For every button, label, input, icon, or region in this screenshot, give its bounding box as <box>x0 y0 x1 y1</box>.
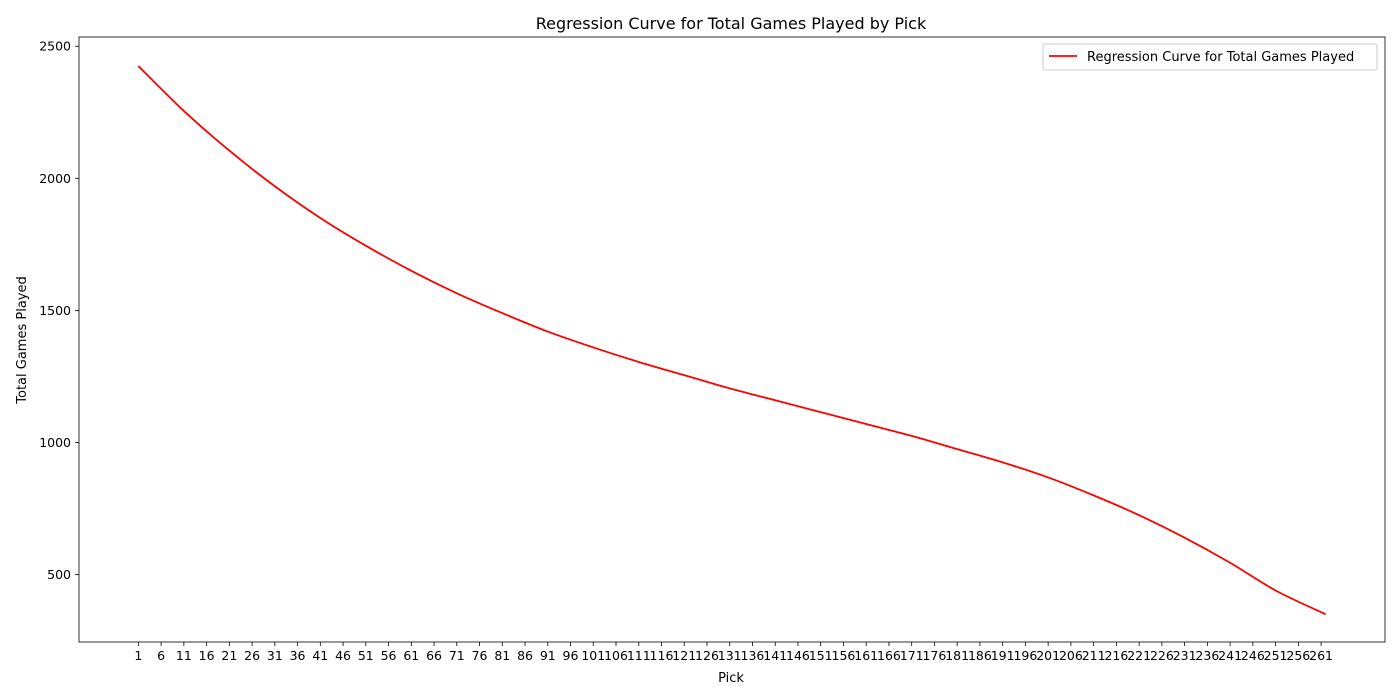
y-tick-label: 2500 <box>39 39 71 54</box>
x-tick-label: 221 <box>1127 648 1151 663</box>
x-tick-label: 116 <box>650 648 674 663</box>
regression-curve-line <box>137 65 1327 616</box>
x-tick-label: 121 <box>672 648 696 663</box>
x-tick-label: 246 <box>1241 648 1265 663</box>
x-tick-label: 231 <box>1173 648 1197 663</box>
x-tick-label: 6 <box>157 648 165 663</box>
y-tick-label: 2000 <box>39 171 71 186</box>
x-tick-label: 181 <box>945 648 969 663</box>
x-tick-label: 156 <box>832 648 856 663</box>
x-tick-label: 91 <box>540 648 556 663</box>
x-tick-label: 71 <box>449 648 465 663</box>
x-tick-label: 131 <box>718 648 742 663</box>
x-tick-label: 161 <box>854 648 878 663</box>
x-tick-label: 241 <box>1218 648 1242 663</box>
x-tick-label: 191 <box>991 648 1015 663</box>
x-tick-label: 146 <box>786 648 810 663</box>
x-tick-label: 106 <box>604 648 628 663</box>
x-tick-label: 126 <box>695 648 719 663</box>
x-tick-label: 226 <box>1150 648 1174 663</box>
x-tick-label: 141 <box>763 648 787 663</box>
x-tick-label: 196 <box>1013 648 1037 663</box>
x-tick-label: 81 <box>494 648 510 663</box>
x-tick-label: 101 <box>581 648 605 663</box>
x-tick-label: 201 <box>1036 648 1060 663</box>
x-tick-label: 216 <box>1104 648 1128 663</box>
x-tick-label: 11 <box>176 648 192 663</box>
x-tick-label: 1 <box>134 648 142 663</box>
x-tick-label: 86 <box>517 648 533 663</box>
x-tick-label: 261 <box>1309 648 1333 663</box>
x-tick-label: 46 <box>335 648 351 663</box>
x-tick-label: 26 <box>244 648 260 663</box>
legend-box <box>1042 43 1378 71</box>
legend-label: Regression Curve for Total Games Played <box>1087 50 1354 65</box>
x-tick-label: 236 <box>1195 648 1219 663</box>
x-tick-label: 211 <box>1082 648 1106 663</box>
x-tick-label: 171 <box>900 648 924 663</box>
x-tick-label: 96 <box>563 648 579 663</box>
x-tick-label: 206 <box>1059 648 1083 663</box>
x-tick-label: 16 <box>199 648 215 663</box>
x-tick-label: 151 <box>809 648 833 663</box>
x-tick-label: 76 <box>472 648 488 663</box>
x-tick-label: 186 <box>968 648 992 663</box>
x-tick-label: 56 <box>381 648 397 663</box>
x-tick-label: 111 <box>627 648 651 663</box>
chart-title: Regression Curve for Total Games Played … <box>536 14 927 33</box>
x-tick-label: 251 <box>1264 648 1288 663</box>
y-axis-label: Total Games Played <box>15 276 30 404</box>
axes-frame <box>78 36 1386 643</box>
y-tick-label: 1500 <box>39 303 71 318</box>
plot-area: 1 6 11 16 21 26 31 36 41 46 51 56 61 66 71 76 81 86 91 96 10… <box>39 36 1386 663</box>
x-tick-label: 41 <box>312 648 328 663</box>
legend: Regression Curve for Total Games Played <box>1042 43 1378 71</box>
x-tick-label: 176 <box>922 648 946 663</box>
x-tick-label: 166 <box>877 648 901 663</box>
x-tick-label: 21 <box>221 648 237 663</box>
x-tick-label: 36 <box>290 648 306 663</box>
x-tick-label: 61 <box>403 648 419 663</box>
x-tick-label: 51 <box>358 648 374 663</box>
x-tick-label: 256 <box>1286 648 1310 663</box>
x-axis-label: Pick <box>718 671 744 686</box>
y-tick-label: 1000 <box>39 435 71 450</box>
y-tick-label: 500 <box>47 567 71 582</box>
x-tick-label: 31 <box>267 648 283 663</box>
x-tick-label: 136 <box>741 648 765 663</box>
x-tick-label: 66 <box>426 648 442 663</box>
